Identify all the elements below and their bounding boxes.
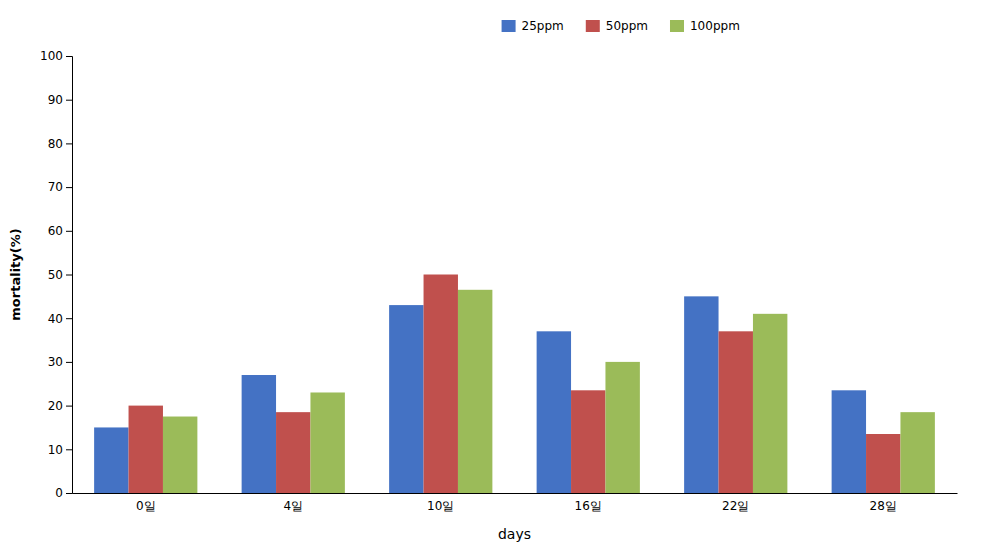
bar [310,392,344,493]
legend-swatch [670,20,684,32]
tick-mark [66,362,72,363]
tick-label: 30 [48,355,63,369]
tick-label: 50 [48,268,63,282]
y-axis: 0 10 20 30 40 50 60 70 80 90 100 [40,49,72,500]
x-axis: 0일 4일 10일 16일 22일 28일 [73,494,958,513]
tick-label: 0 [55,486,63,500]
bar [424,275,458,494]
axis-line [73,493,958,494]
tick-mark [66,275,72,276]
x-tick: 16일 [575,499,602,513]
tick-label: 22일 [722,499,749,513]
bar [605,362,639,493]
tick-label: 0일 [136,499,156,513]
tick-mark [66,100,72,101]
bar [719,331,753,493]
legend-swatch [586,20,600,32]
legend-swatch [502,20,516,32]
plot: 0 10 20 30 40 50 60 70 80 90 100 0일 4일 10일 16일 22일 28일 [40,49,957,512]
bar [832,390,866,493]
tick-mark [66,493,72,494]
y-tick: 80 [48,137,72,151]
y-tick: 90 [48,93,72,107]
tick-mark [66,406,72,407]
legend-item: 100ppm [670,19,740,33]
tick-label: 10 [48,443,63,457]
tick-mark [66,143,72,144]
y-tick: 60 [48,224,72,238]
x-axis-title: days [498,526,531,542]
bar [458,290,492,493]
y-tick: 50 [48,268,72,282]
bar [94,427,128,493]
y-tick: 70 [48,180,72,194]
tick-label: 40 [48,312,63,326]
bar-series [129,275,901,494]
bar [163,417,197,493]
x-tick: 10일 [427,499,454,513]
y-tick: 0 [55,486,72,500]
bar [129,406,163,493]
tick-label: 80 [48,137,63,151]
y-axis-title: mortality(%) [8,228,23,320]
legend-item: 50ppm [586,19,648,33]
y-tick: 20 [48,399,72,413]
y-tick: 10 [48,443,72,457]
legend: 25ppm 50ppm 100ppm [502,19,740,33]
y-tick: 30 [48,355,72,369]
legend-label: 50ppm [606,19,648,33]
chart-container: 0 10 20 30 40 50 60 70 80 90 100 0일 4일 10일 16일 22일 28일 da… [0,0,981,553]
y-tick: 100 [40,49,72,63]
legend-item: 25ppm [502,19,564,33]
tick-mark [66,231,72,232]
tick-mark [66,56,72,57]
bar [684,296,718,493]
bar [389,305,423,493]
bar [242,375,276,493]
tick-label: 10일 [427,499,454,513]
bar [537,331,571,493]
legend-label: 100ppm [690,19,740,33]
tick-label: 60 [48,224,63,238]
chart-svg: 0 10 20 30 40 50 60 70 80 90 100 0일 4일 10일 16일 22일 28일 da… [0,0,981,553]
bar [276,412,310,493]
bars [94,275,935,494]
legend-label: 25ppm [522,19,564,33]
bar [866,434,900,493]
bar [900,412,934,493]
tick-label: 100 [40,49,63,63]
tick-label: 16일 [575,499,602,513]
bar-series [163,290,935,493]
tick-label: 90 [48,93,63,107]
tick-label: 4일 [283,499,303,513]
tick-mark [66,187,72,188]
tick-mark [66,449,72,450]
bar [571,390,605,493]
x-tick: 0일 [136,499,156,513]
tick-label: 20 [48,399,63,413]
axis-line [66,57,73,494]
tick-mark [66,318,72,319]
x-tick: 4일 [283,499,303,513]
bar [753,314,787,493]
x-tick: 28일 [870,499,897,513]
tick-label: 70 [48,180,63,194]
y-tick: 40 [48,312,72,326]
tick-label: 28일 [870,499,897,513]
x-tick: 22일 [722,499,749,513]
